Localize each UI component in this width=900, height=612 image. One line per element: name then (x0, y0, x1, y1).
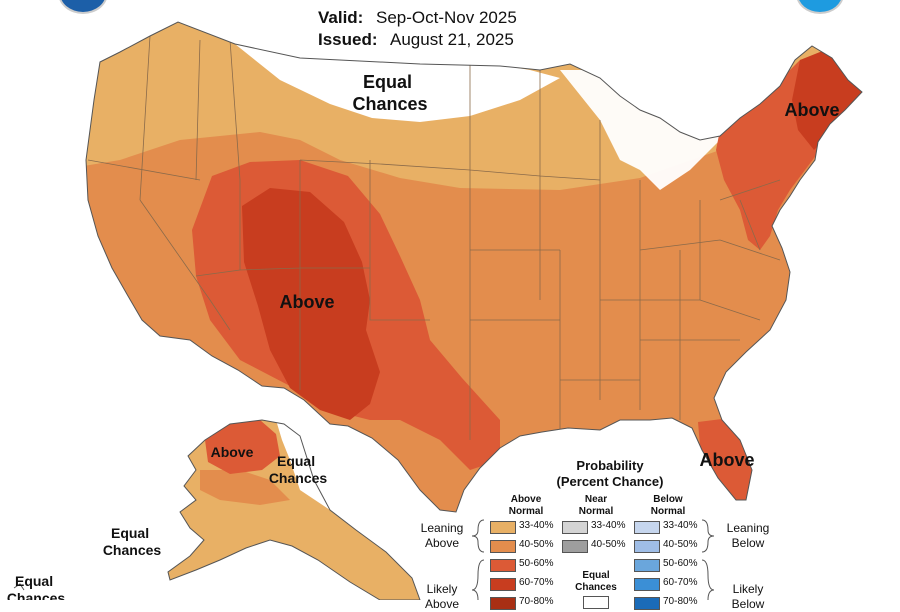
alaska-above-40-50 (200, 470, 290, 505)
legend-below-swatch-label: 33-40% (663, 520, 698, 531)
legend-below-swatch (634, 559, 660, 572)
legend-below-swatch-label: 60-70% (663, 577, 698, 588)
legend-below-swatch-label: 50-60% (663, 558, 698, 569)
legend-equal-swatch (583, 596, 609, 609)
legend-group-leaning-below: Leaning Below (726, 521, 770, 550)
legend-below-swatch-label: 40-50% (663, 539, 698, 550)
legend-above-swatch-label: 40-50% (519, 539, 554, 550)
map-label-ne-above: Above (784, 100, 839, 120)
legend-group-likely-below: Likely Below (731, 582, 765, 611)
legend-group-leaning-above: Leaning Above (420, 521, 464, 550)
map-label-fl-above: Above (699, 450, 754, 470)
legend-col-near: Near Normal (578, 494, 614, 517)
legend-near-swatch-label: 40-50% (591, 539, 626, 550)
map-label-north-equal: Equal Chances (352, 72, 427, 114)
legend-below-swatch (634, 540, 660, 553)
legend-below-swatch (634, 578, 660, 591)
map-label-ak-sw-equal: Equal Chances (103, 525, 162, 558)
legend-near-swatch (562, 521, 588, 534)
legend-above-swatch (490, 559, 516, 572)
legend-title-line1: Probability (576, 458, 644, 473)
state-borders (87, 35, 781, 440)
legend-below-swatch-label: 70-80% (663, 596, 698, 607)
conus-outline (85, 21, 863, 513)
region-above-60-70-ne (792, 48, 862, 150)
region-equal-chances (230, 40, 560, 122)
issued-label: Issued: (318, 30, 378, 49)
legend-above-swatch (490, 578, 516, 591)
legend-above-swatch-label: 33-40% (519, 520, 554, 531)
legend-equal-chances: Equal Chances (575, 570, 617, 593)
legend-above-swatch (490, 597, 516, 610)
valid-value: Sep-Oct-Nov 2025 (376, 8, 517, 27)
legend-below-swatch (634, 521, 660, 534)
legend-title: Probability (Percent Chance) (520, 458, 700, 490)
map-label-ak-equal: Equal Chances (269, 453, 328, 486)
legend-above-swatch (490, 521, 516, 534)
legend-above-swatch (490, 540, 516, 553)
legend-below-swatch (634, 597, 660, 610)
legend-title-line2: (Percent Chance) (556, 474, 664, 489)
legend-above-swatch-label: 50-60% (519, 558, 554, 569)
legend-above-swatch-label: 70-80% (519, 596, 554, 607)
region-above-60-70 (242, 188, 380, 420)
hawaii-outline (13, 583, 25, 591)
legend-group-likely-above: Likely Above (424, 582, 460, 611)
issued-value: August 21, 2025 (390, 30, 514, 49)
alaska-outline (167, 419, 421, 600)
legend-col-below: Below Normal (650, 494, 686, 517)
legend-above-swatch-label: 60-70% (519, 577, 554, 588)
legend-near-swatch (562, 540, 588, 553)
valid-label: Valid: (318, 8, 364, 27)
map-label-sw-above: Above (279, 292, 334, 312)
alaska-above-50-60 (205, 420, 280, 474)
map-label-hi-equal: Equal Chances (7, 573, 66, 600)
legend-col-above: Above Normal (508, 494, 544, 517)
legend-near-swatch-label: 33-40% (591, 520, 626, 531)
map-label-ak-above: Above (211, 444, 254, 460)
